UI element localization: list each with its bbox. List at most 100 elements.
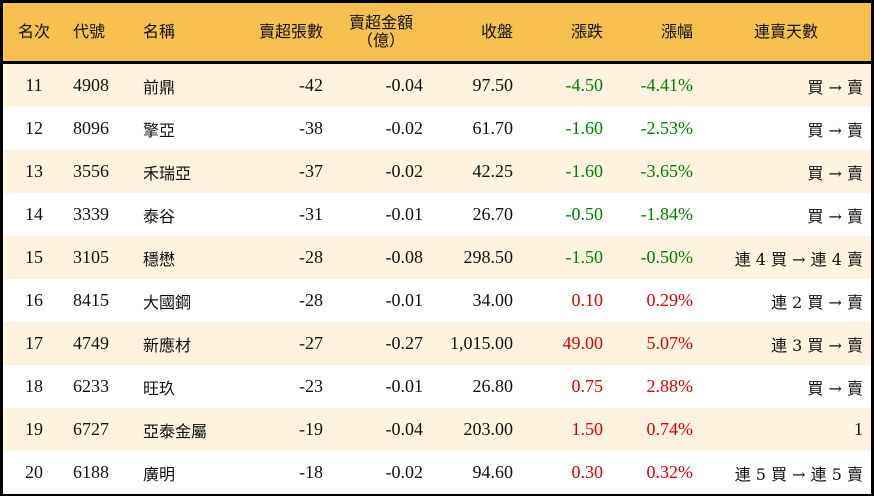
table-row[interactable]: 19 6727 亞泰金屬 -19 -0.04 203.00 1.50 0.74%… — [3, 408, 871, 451]
close-cell: 1,015.00 — [431, 322, 521, 365]
table-row[interactable]: 14 3339 泰谷 -31 -0.01 26.70 -0.50 -1.84% … — [3, 193, 871, 236]
code-cell: 6188 — [65, 451, 135, 494]
name-cell[interactable]: 大國鋼 — [135, 279, 231, 322]
consecutive-days-cell: 買 → 賣 — [701, 62, 871, 107]
rank-cell: 19 — [3, 408, 65, 451]
name-cell[interactable]: 新應材 — [135, 322, 231, 365]
close-cell: 298.50 — [431, 236, 521, 279]
header-name[interactable]: 名稱 — [135, 3, 231, 64]
rank-cell: 13 — [3, 150, 65, 193]
change-pct-cell: 0.29% — [611, 279, 701, 322]
net-sell-lots-cell: -37 — [231, 150, 331, 193]
table-row[interactable]: 16 8415 大國鋼 -28 -0.01 34.00 0.10 0.29% 連… — [3, 279, 871, 322]
close-cell: 26.70 — [431, 193, 521, 236]
change-pct-cell: -4.41% — [611, 62, 701, 107]
table-row[interactable]: 17 4749 新應材 -27 -0.27 1,015.00 49.00 5.0… — [3, 322, 871, 365]
close-cell: 42.25 — [431, 150, 521, 193]
change-cell: -1.60 — [521, 150, 611, 193]
close-cell: 61.70 — [431, 107, 521, 150]
change-cell: 0.30 — [521, 451, 611, 494]
code-cell: 4749 — [65, 322, 135, 365]
net-sell-amount-cell: -0.01 — [331, 279, 431, 322]
table-row[interactable]: 13 3556 禾瑞亞 -37 -0.02 42.25 -1.60 -3.65%… — [3, 150, 871, 193]
net-sell-lots-cell: -42 — [231, 62, 331, 107]
consecutive-days-cell: 買 → 賣 — [701, 107, 871, 150]
change-cell: 1.50 — [521, 408, 611, 451]
consecutive-days-cell: 1 — [701, 408, 871, 451]
header-consecutive-days[interactable]: 連賣天數 — [701, 3, 871, 64]
change-pct-cell: 5.07% — [611, 322, 701, 365]
net-sell-lots-cell: -28 — [231, 236, 331, 279]
close-cell: 94.60 — [431, 451, 521, 494]
code-cell: 3105 — [65, 236, 135, 279]
rank-cell: 14 — [3, 193, 65, 236]
code-cell: 3339 — [65, 193, 135, 236]
name-cell[interactable]: 亞泰金屬 — [135, 408, 231, 451]
change-pct-cell: -2.53% — [611, 107, 701, 150]
name-cell[interactable]: 穩懋 — [135, 236, 231, 279]
header-net-sell-amount[interactable]: 賣超金額 （億） — [331, 3, 431, 64]
name-cell[interactable]: 擎亞 — [135, 107, 231, 150]
change-cell: -4.50 — [521, 62, 611, 107]
table-row[interactable]: 12 8096 擎亞 -38 -0.02 61.70 -1.60 -2.53% … — [3, 107, 871, 150]
net-sell-amount-cell: -0.04 — [331, 62, 431, 107]
net-sell-amount-cell: -0.02 — [331, 107, 431, 150]
change-cell: 0.10 — [521, 279, 611, 322]
change-cell: 0.75 — [521, 365, 611, 408]
change-cell: -0.50 — [521, 193, 611, 236]
rank-cell: 15 — [3, 236, 65, 279]
consecutive-days-cell: 連 2 買 → 賣 — [701, 279, 871, 322]
consecutive-days-cell: 連 4 買 → 連 4 賣 — [701, 236, 871, 279]
code-cell: 4908 — [65, 62, 135, 107]
close-cell: 26.80 — [431, 365, 521, 408]
net-sell-lots-cell: -31 — [231, 193, 331, 236]
name-cell[interactable]: 前鼎 — [135, 62, 231, 107]
net-sell-lots-cell: -28 — [231, 279, 331, 322]
change-pct-cell: 2.88% — [611, 365, 701, 408]
header-net-sell-amount-unit: （億） — [356, 31, 405, 50]
net-sell-amount-cell: -0.08 — [331, 236, 431, 279]
name-cell[interactable]: 廣明 — [135, 451, 231, 494]
net-sell-amount-cell: -0.01 — [331, 193, 431, 236]
header-rank[interactable]: 名次 — [3, 3, 65, 64]
close-cell: 97.50 — [431, 62, 521, 107]
change-cell: -1.50 — [521, 236, 611, 279]
code-cell: 8096 — [65, 107, 135, 150]
net-sell-lots-cell: -38 — [231, 107, 331, 150]
change-cell: -1.60 — [521, 107, 611, 150]
table-row[interactable]: 18 6233 旺玖 -23 -0.01 26.80 0.75 2.88% 買 … — [3, 365, 871, 408]
header-change-pct[interactable]: 漲幅 — [611, 3, 701, 64]
header-code[interactable]: 代號 — [65, 3, 135, 64]
close-cell: 203.00 — [431, 408, 521, 451]
header-net-sell-lots[interactable]: 賣超張數 — [231, 3, 331, 64]
change-pct-cell: -0.50% — [611, 236, 701, 279]
table-row[interactable]: 20 6188 廣明 -18 -0.02 94.60 0.30 0.32% 連 … — [3, 451, 871, 494]
net-sell-amount-cell: -0.02 — [331, 451, 431, 494]
code-cell: 6233 — [65, 365, 135, 408]
consecutive-days-cell: 買 → 賣 — [701, 150, 871, 193]
header-net-sell-amount-label: 賣超金額 — [348, 13, 413, 33]
consecutive-days-cell: 買 → 賣 — [701, 365, 871, 408]
name-cell[interactable]: 禾瑞亞 — [135, 150, 231, 193]
close-cell: 34.00 — [431, 279, 521, 322]
table-row[interactable]: 11 4908 前鼎 -42 -0.04 97.50 -4.50 -4.41% … — [3, 62, 871, 107]
header-close[interactable]: 收盤 — [431, 3, 521, 64]
name-cell[interactable]: 泰谷 — [135, 193, 231, 236]
code-cell: 6727 — [65, 408, 135, 451]
rank-cell: 20 — [3, 451, 65, 494]
rank-cell: 16 — [3, 279, 65, 322]
rank-cell: 12 — [3, 107, 65, 150]
net-sell-amount-cell: -0.27 — [331, 322, 431, 365]
rank-cell: 11 — [3, 62, 65, 107]
net-sell-lots-cell: -23 — [231, 365, 331, 408]
header-change[interactable]: 漲跌 — [521, 3, 611, 64]
change-pct-cell: -1.84% — [611, 193, 701, 236]
name-cell[interactable]: 旺玖 — [135, 365, 231, 408]
net-sell-amount-cell: -0.02 — [331, 150, 431, 193]
net-sell-lots-cell: -19 — [231, 408, 331, 451]
rank-cell: 18 — [3, 365, 65, 408]
net-sell-ranking-table: 名次 代號 名稱 賣超張數 賣超金額 （億） 收盤 漲跌 漲幅 連賣天數 11 … — [3, 3, 871, 494]
change-pct-cell: 0.74% — [611, 408, 701, 451]
table-row[interactable]: 15 3105 穩懋 -28 -0.08 298.50 -1.50 -0.50%… — [3, 236, 871, 279]
